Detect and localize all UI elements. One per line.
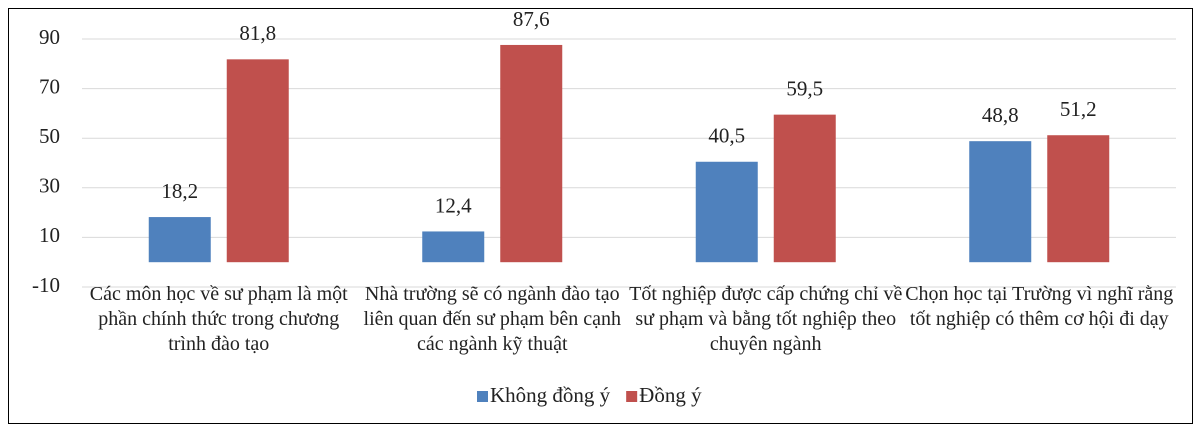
- data-label: 51,2: [1060, 97, 1097, 121]
- x-tick-label: Nhà trường sẽ có ngành đào tạo liên quan…: [363, 283, 621, 355]
- data-label: 40,5: [708, 124, 745, 148]
- data-label: 48,8: [982, 103, 1019, 127]
- y-tick-label: 90: [39, 25, 60, 49]
- y-tick-label: 50: [39, 124, 60, 148]
- bar: [695, 161, 758, 263]
- legend-swatch: [477, 391, 488, 402]
- data-label: 18,2: [161, 179, 198, 203]
- bar: [500, 44, 563, 263]
- bar: [422, 231, 485, 263]
- y-tick-label: 10: [39, 223, 60, 247]
- data-label: 87,6: [513, 7, 550, 31]
- bar: [969, 141, 1032, 263]
- y-tick-label: -10: [32, 273, 60, 297]
- data-label: 81,8: [239, 21, 276, 45]
- bar: [226, 59, 289, 263]
- x-tick-label: Tốt nghiệp được cấp chứng chỉ về sư phạm…: [629, 283, 903, 355]
- bar: [1047, 135, 1110, 263]
- x-tick-label: Các môn học về sư phạm là một phần chính…: [89, 283, 348, 355]
- legend-swatch: [626, 391, 638, 402]
- legend-label: Không đồng ý: [490, 383, 611, 407]
- data-label: 12,4: [435, 193, 472, 217]
- legend-label: Đồng ý: [639, 383, 702, 407]
- y-tick-label: 70: [39, 74, 60, 98]
- bar: [773, 114, 836, 263]
- y-tick-label: 30: [39, 174, 60, 198]
- x-tick-label: Chọn học tại Trường vì nghĩ rằng tốt ngh…: [905, 283, 1174, 330]
- bar: [148, 217, 211, 263]
- data-label: 59,5: [786, 76, 823, 100]
